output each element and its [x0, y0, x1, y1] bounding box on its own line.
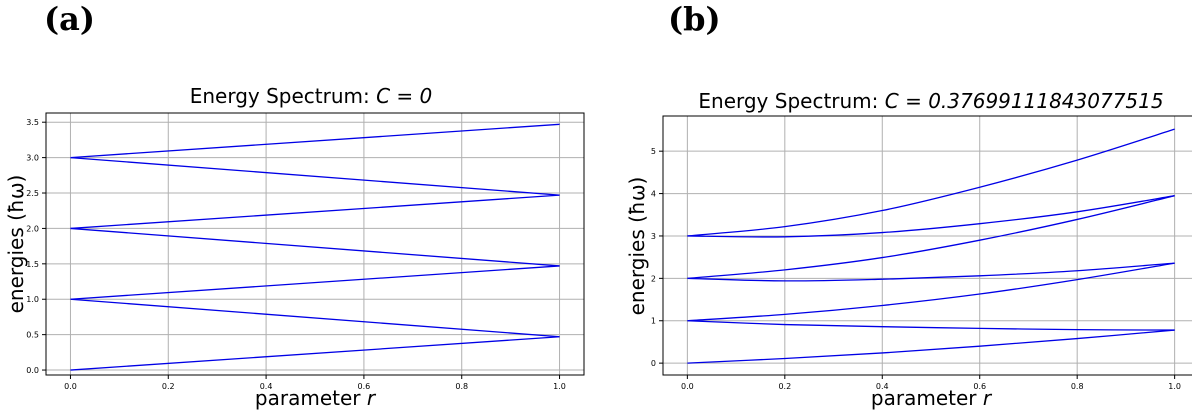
panel-a-x-axis-label: parameter r	[255, 386, 377, 410]
panel-a-label: (a)	[44, 0, 95, 38]
panel-b-x-tick-label: 0.0	[681, 382, 694, 391]
panel-b-energy-level-line-7	[687, 128, 1175, 237]
panel-a-y-tick-label: 2.5	[26, 189, 39, 198]
panel-b-x-tick-label: 0.6	[973, 382, 986, 391]
panel-b-title-math: C = 0.37699111843077515	[885, 89, 1164, 113]
panel-b-energy-level-line-5	[687, 195, 1175, 279]
panel-b-y-tick-label: 1	[651, 317, 656, 326]
panel-b-x-tick-label: 0.4	[876, 382, 889, 391]
panel-a-x-tick-label: 1.0	[553, 382, 566, 391]
panel-a-y-tick-label: 3.5	[26, 118, 39, 127]
panel-a-energy-level-line-2	[70, 298, 560, 338]
panel-b-grid	[663, 116, 1192, 375]
panel-b-x-tick-label: 0.2	[778, 382, 791, 391]
panel-a-x-ticks: 0.0 0.2 0.4 0.6 0.8 1.0	[64, 375, 566, 391]
panel-a-x-tick-label: 0.8	[455, 382, 468, 391]
panel-a: (a) Energy Spectrum: C = 0 0.0 0.2 0.4 0.6 0…	[4, 0, 585, 410]
panel-b-x-axis-label-prefix: parameter	[871, 386, 983, 410]
panel-b-x-axis-label-math: r	[983, 386, 993, 410]
panel-a-x-tick-label: 0.6	[358, 382, 371, 391]
panel-b-y-axis-label: energies (ħω)	[625, 177, 649, 316]
panel-a-y-tick-label: 2.0	[26, 224, 39, 233]
panel-b-energy-level-line-4	[687, 262, 1175, 282]
panel-a-y-tick-label: 0.5	[26, 331, 39, 340]
panel-b-energy-level-line-1	[687, 329, 1175, 364]
panel-a-y-tick-label: 1.5	[26, 260, 39, 269]
panel-a-x-tick-label: 0.4	[260, 382, 273, 391]
panel-a-plot-area	[45, 112, 585, 376]
panel-a-y-tick-label: 3.0	[26, 154, 39, 163]
panel-a-y-ticks: 0.0 0.5 1.0 1.5 2.0 2.5 3.0 3.5	[26, 118, 46, 375]
panel-a-energy-level-line-5	[70, 194, 560, 230]
panel-a-title: Energy Spectrum: C = 0	[190, 84, 433, 108]
panel-b-title: Energy Spectrum: C = 0.37699111843077515	[698, 89, 1163, 113]
panel-a-energy-level-line-7	[70, 123, 560, 159]
panel-b-x-ticks: 0.0 0.2 0.4 0.6 0.8 1.0	[681, 375, 1181, 391]
panel-b-x-tick-label: 1.0	[1168, 382, 1181, 391]
panel-b-plot-area	[662, 115, 1192, 376]
panel-a-x-axis-label-prefix: parameter	[255, 386, 367, 410]
panel-a-y-axis-label: energies (ħω)	[4, 175, 28, 314]
panel-a-grid	[46, 113, 584, 375]
panel-a-y-tick-label: 0.0	[26, 366, 39, 375]
panel-b-x-tick-label: 0.8	[1071, 382, 1084, 391]
panel-b-energy-level-line-3	[687, 262, 1175, 322]
panel-b-y-tick-label: 3	[651, 232, 656, 241]
panel-b: (b) Energy Spectrum: C = 0.3769911184307…	[625, 0, 1192, 410]
panel-a-energy-level-line-1	[70, 336, 560, 371]
panel-a-energy-level-line-4	[70, 227, 560, 267]
panel-a-y-tick-label: 1.0	[26, 295, 39, 304]
panel-a-title-math: C = 0	[376, 84, 432, 108]
panel-a-energy-level-line-6	[70, 156, 560, 196]
panel-b-y-ticks: 0 1 2 3 4 5	[651, 147, 663, 368]
panel-a-title-prefix: Energy Spectrum:	[190, 84, 376, 108]
panel-b-y-tick-label: 5	[651, 147, 656, 156]
panel-a-x-axis-label-math: r	[367, 386, 377, 410]
panel-b-energy-level-line-6	[687, 195, 1175, 238]
panel-b-y-tick-label: 0	[651, 359, 656, 368]
panel-a-energy-level-line-3	[70, 265, 560, 300]
panel-b-series	[687, 128, 1175, 364]
panel-b-y-tick-label: 2	[651, 274, 656, 283]
panel-b-label: (b)	[668, 0, 721, 38]
panel-a-x-tick-label: 0.0	[64, 382, 77, 391]
panel-b-energy-level-line-2	[687, 320, 1175, 331]
panel-b-y-tick-label: 4	[651, 190, 656, 199]
panel-a-series	[70, 123, 560, 371]
panel-a-x-tick-label: 0.2	[162, 382, 175, 391]
panel-b-x-axis-label: parameter r	[871, 386, 993, 410]
panel-b-title-prefix: Energy Spectrum:	[698, 89, 884, 113]
